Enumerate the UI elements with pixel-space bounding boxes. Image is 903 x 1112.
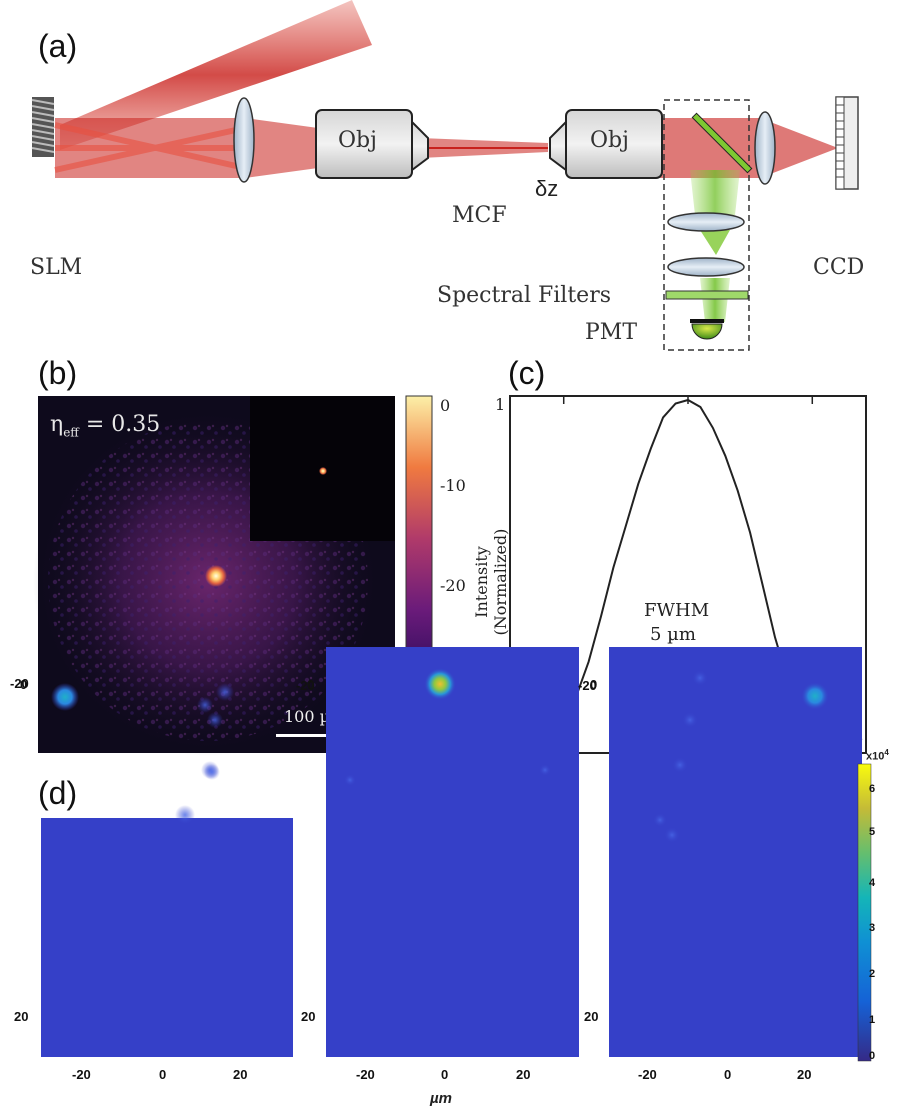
spectral-filter-plate: [665, 290, 749, 300]
c-ylabel: Intensity (Normalized): [472, 528, 510, 636]
dichroic-mirror: [691, 112, 753, 174]
d1-ytick-20: 20: [14, 1009, 29, 1024]
colorbar-d-tick-5: 5: [869, 826, 876, 838]
colorbar-d-tick-6: 6: [869, 783, 876, 795]
lens-4: [667, 257, 745, 277]
obj-right-label: Obj: [590, 128, 629, 153]
optical-setup-diagram: [31, 0, 859, 351]
d1-xtick-0: 0: [159, 1067, 167, 1082]
lens-3: [667, 212, 745, 232]
d2-ytick-neg20: -20: [296, 678, 315, 693]
d1-xtick-20: 20: [233, 1067, 248, 1082]
colorbar-b-tick-30: -30: [440, 673, 466, 692]
d2-xtick-0: 0: [441, 1067, 449, 1082]
colorbar-b-unit: dB: [408, 762, 430, 781]
d3-ytick-neg20: -20: [578, 678, 597, 693]
colorbar-d-exponent-base: x10: [866, 750, 885, 763]
c-annotation-value: 5 µm: [650, 624, 696, 645]
d1-ytick-neg20: -20: [10, 676, 29, 691]
speckle-image: [33, 396, 395, 756]
colorbar-d-exponent: x104: [866, 748, 889, 763]
lens-1: [233, 97, 255, 183]
colorbar-d-tick-2: 2: [869, 968, 876, 980]
d1-xtick-neg20: -20: [72, 1067, 91, 1082]
slm-label: SLM: [30, 255, 83, 280]
panel-label-b: (b): [38, 355, 78, 391]
d3-ytick-0: 0: [590, 677, 598, 692]
d3-xtick-20: 20: [797, 1067, 812, 1082]
pmt-detector: [690, 319, 724, 340]
scale-bar-label: 100 µm: [284, 707, 346, 726]
c-xlabel: r (microns): [628, 778, 719, 797]
d1-ytick-0: 0: [20, 677, 28, 692]
objective-right: [549, 109, 663, 179]
colorbar-b-tick-20: -20: [440, 576, 466, 595]
d-xlabel: µm: [430, 1090, 452, 1107]
obj-left-label: Obj: [338, 128, 377, 153]
ccd-label: CCD: [813, 255, 865, 280]
colorbar-d: [857, 763, 872, 1062]
panel-label-a: (a): [38, 28, 78, 64]
spectral-filters-label: Spectral Filters: [437, 283, 612, 308]
colorbar-b-tick-0: 0: [440, 396, 451, 415]
dz-label: δz: [535, 176, 559, 201]
colorbar-d-exponent-power: 4: [884, 748, 889, 757]
objective-left: [315, 109, 429, 179]
ccd-camera: [835, 96, 859, 190]
c-xtick-5: 5: [812, 758, 823, 777]
d2-xtick-neg20: -20: [356, 1067, 375, 1082]
panel-label-c: (c): [508, 355, 546, 391]
c-xtick-neg5: -5: [553, 758, 569, 777]
d3-ytick-20: 20: [584, 1009, 599, 1024]
eta-efficiency-label: ηeff = 0.35: [50, 412, 160, 439]
colorbar-d-tick-4: 4: [869, 877, 876, 889]
d3-xtick-neg20: -20: [638, 1067, 657, 1082]
colorbar-d-tick-0: 0: [869, 1050, 876, 1062]
eta-symbol: η: [50, 412, 64, 437]
colorbar-d-tick-3: 3: [869, 922, 876, 934]
pmt-label: PMT: [585, 320, 638, 345]
detection-box: [663, 99, 750, 351]
mcf-label: MCF: [452, 203, 507, 228]
panel-label-d: (d): [38, 775, 78, 811]
c-annotation-fwhm: FWHM: [644, 600, 710, 621]
d2-ytick-20: 20: [301, 1009, 316, 1024]
c-xtick-0: 0: [682, 758, 693, 777]
d2-xtick-20: 20: [516, 1067, 531, 1082]
lens-2: [754, 111, 776, 185]
eta-value: = 0.35: [78, 412, 161, 437]
colorbar-b: [405, 395, 433, 754]
c-ytick-0: 0: [495, 744, 506, 763]
psf-profile-chart: [509, 395, 867, 754]
eta-subscript: eff: [63, 425, 79, 440]
d3-xtick-0: 0: [724, 1067, 732, 1082]
slm-device: [31, 97, 55, 157]
colorbar-d-tick-1: 1: [869, 1014, 876, 1026]
colorbar-b-tick-10: -10: [440, 476, 466, 495]
c-ytick-1: 1: [495, 395, 506, 414]
d2-ytick-0: 0: [307, 677, 315, 692]
